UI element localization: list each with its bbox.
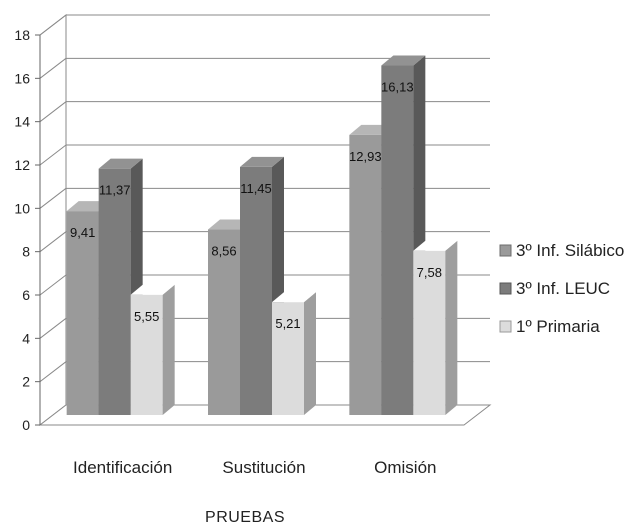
legend-item: 3º Inf. LEUC — [499, 279, 610, 298]
legend-item: 3º Inf. Silábico — [499, 241, 624, 260]
bar-top — [240, 156, 284, 167]
legend-swatch — [499, 244, 512, 257]
category-label: Omisión — [374, 458, 436, 477]
bar-front — [349, 134, 382, 415]
bar-front — [381, 65, 414, 416]
bar — [272, 292, 316, 415]
y-tick-label: 12 — [14, 157, 30, 173]
category-label: Sustitución — [222, 458, 305, 477]
data-label: 12,93 — [349, 149, 382, 164]
data-label: 16,13 — [381, 80, 414, 95]
bar — [240, 156, 284, 415]
bar-front — [66, 211, 99, 415]
legend: 3º Inf. Silábico 3º Inf. LEUC 1º Primaria — [499, 241, 624, 336]
legend-swatch — [499, 282, 512, 295]
data-label: 9,41 — [70, 225, 95, 240]
gridline-side — [39, 144, 67, 166]
bar-top — [98, 158, 143, 169]
side-wall — [39, 13, 67, 427]
gridline-side — [39, 101, 67, 123]
bars: 9,41 11,37 5,55 8,56 11,45 5,21 12,93 16,13 7,58 — [66, 55, 458, 416]
x-axis-categories: Identificación Sustitución Omisión — [73, 458, 436, 477]
legend-swatch — [499, 320, 512, 333]
bar-front — [413, 250, 446, 415]
data-label: 5,21 — [275, 316, 300, 331]
bar — [130, 284, 175, 415]
bar-front — [272, 302, 304, 415]
category-label: Identificación — [73, 458, 172, 477]
legend-label: 3º Inf. LEUC — [516, 279, 610, 298]
gridline-side — [39, 361, 67, 383]
gridline-side — [39, 317, 67, 339]
y-tick-label: 2 — [22, 374, 30, 390]
y-tick-label: 16 — [14, 70, 30, 86]
gridline-side — [39, 57, 67, 79]
bar-top — [272, 292, 316, 303]
y-tick-label: 8 — [22, 244, 30, 260]
bar-side — [445, 240, 458, 415]
y-tick-label: 10 — [14, 200, 30, 216]
y-tick-label: 14 — [14, 114, 30, 130]
data-label: 5,55 — [134, 309, 159, 324]
bar-front — [208, 229, 240, 415]
y-tick-label: 6 — [22, 287, 30, 303]
legend-label: 1º Primaria — [516, 317, 600, 336]
data-label: 8,56 — [211, 244, 236, 259]
x-axis-title: PRUEBAS — [205, 509, 285, 526]
bar-front — [98, 168, 131, 415]
y-tick-label: 0 — [22, 417, 30, 433]
bar — [413, 240, 458, 415]
y-tick-label: 4 — [22, 330, 30, 346]
gridline-side — [39, 14, 67, 36]
y-axis-ticks: 0 2 4 6 8 10 12 14 16 18 — [14, 27, 41, 433]
bar-front — [240, 166, 272, 415]
gridline-side — [39, 187, 67, 209]
bar-front — [130, 294, 163, 415]
data-label: 11,45 — [240, 181, 272, 196]
gridline-side — [39, 231, 67, 253]
legend-label: 3º Inf. Silábico — [516, 241, 624, 260]
y-tick-label: 18 — [14, 27, 30, 43]
bar-top — [381, 55, 426, 66]
bar-side — [162, 284, 175, 415]
bar-top — [130, 284, 175, 295]
bar-side — [304, 292, 316, 415]
data-label: 11,37 — [99, 183, 131, 198]
gridline-side — [39, 274, 67, 296]
data-label: 7,58 — [417, 265, 442, 280]
legend-item: 1º Primaria — [499, 317, 600, 336]
bar-top — [413, 240, 458, 251]
